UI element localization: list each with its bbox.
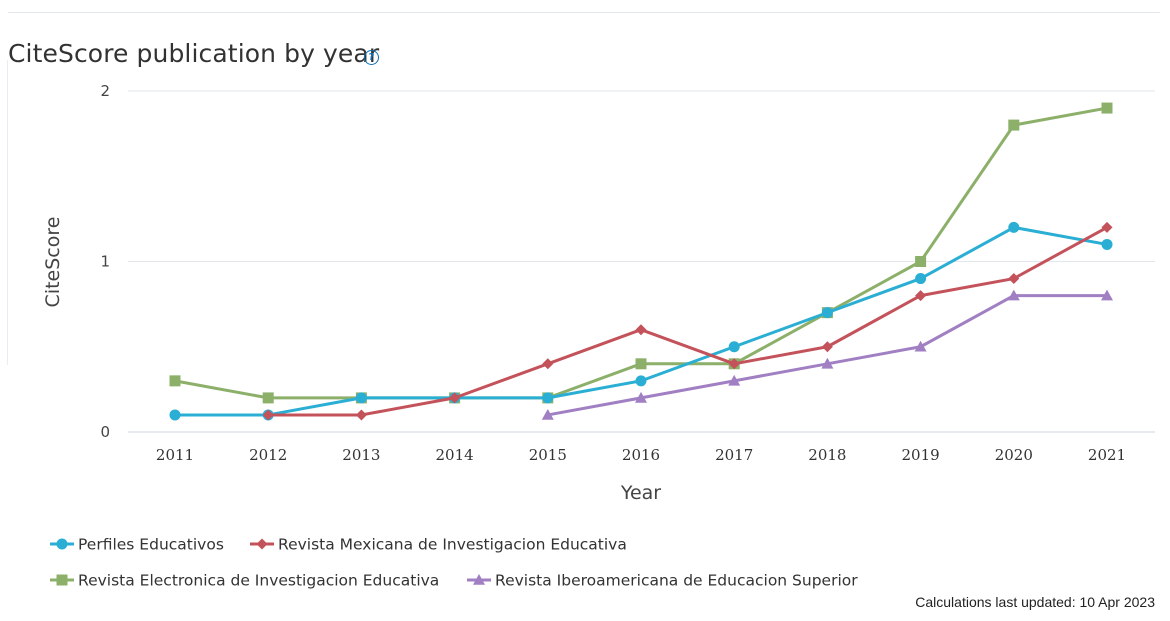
data-point[interactable] [915,256,927,267]
x-tick-label: 2016 [622,446,660,464]
data-point[interactable] [1101,221,1113,233]
x-tick-label: 2019 [902,446,940,464]
y-tick-label: 0 [100,423,110,441]
data-point[interactable] [262,409,274,421]
data-point[interactable] [262,392,274,404]
legend-marker[interactable] [256,538,268,550]
data-point[interactable] [1101,102,1113,114]
x-tick-label: 2013 [342,446,380,464]
legend-marker[interactable] [56,538,68,550]
x-tick-label: 2021 [1088,446,1126,464]
left-divider [7,60,8,365]
data-point[interactable] [728,374,741,386]
last-updated-note: Calculations last updated: 10 Apr 2023 [915,594,1155,610]
legend-item[interactable]: Revista Iberoamericana de Educacion Supe… [467,572,858,590]
top-divider [8,12,1160,13]
data-point[interactable] [821,341,833,353]
legend-item[interactable]: Revista Mexicana de Investigacion Educat… [250,536,627,554]
data-point[interactable] [635,391,647,403]
legend-label: Revista Electronica de Investigacion Edu… [78,572,439,590]
page-title: CiteScore publication by year [8,39,380,68]
legend-marker[interactable] [473,574,485,585]
data-point[interactable] [1101,238,1113,250]
series-2 [169,102,1113,404]
x-tick-label: 2020 [995,446,1033,464]
data-point[interactable] [635,324,647,336]
data-point[interactable] [1007,289,1020,301]
legend-item[interactable]: Revista Electronica de Investigacion Edu… [50,572,439,590]
series-3 [541,289,1113,420]
x-tick-label: 2012 [249,446,287,464]
series-0 [169,221,1113,421]
data-point[interactable] [355,409,367,421]
data-point[interactable] [821,307,833,319]
data-point[interactable] [169,375,181,387]
data-point[interactable] [449,392,461,404]
y-tick-label: 2 [100,82,110,100]
x-axis-title: Year [620,482,661,504]
x-axis-ticks: 2011 2012 2013 2014 2015 2016 2017 2018 2019 2020… [156,446,1126,464]
legend-label: Perfiles Educativos [78,536,224,554]
x-tick-label: 2014 [436,446,474,464]
question-circle-icon[interactable]: ? [364,50,379,65]
data-point[interactable] [542,358,554,370]
data-point[interactable] [728,341,740,353]
y-axis-ticks: 0 1 2 [100,82,110,441]
x-tick-label: 2017 [715,446,753,464]
y-tick-label: 1 [100,253,110,271]
data-point[interactable] [1008,119,1020,131]
y-axis-title: CiteScore [42,217,64,308]
legend: Perfiles Educativos Revista Mexicana de I… [50,536,858,590]
data-point[interactable] [355,392,367,404]
legend-marker[interactable] [56,574,68,586]
data-point[interactable] [821,357,834,369]
legend-label: Revista Iberoamericana de Educacion Supe… [495,572,858,590]
data-point[interactable] [914,340,927,352]
data-point[interactable] [915,273,927,285]
series-1 [262,221,1113,421]
data-point[interactable] [915,290,927,302]
series-lines [169,102,1113,421]
grid-lines [128,90,1155,433]
data-point[interactable] [1101,289,1113,301]
data-point[interactable] [1008,221,1020,233]
data-point[interactable] [169,409,181,421]
data-point[interactable] [635,375,647,387]
data-point[interactable] [635,358,647,370]
legend-label: Revista Mexicana de Investigacion Educat… [278,536,627,554]
x-tick-label: 2011 [156,446,194,464]
data-point[interactable] [541,408,554,420]
x-tick-label: 2015 [529,446,567,464]
data-point[interactable] [542,392,554,404]
data-point[interactable] [1008,273,1020,285]
legend-item[interactable]: Perfiles Educativos [50,536,224,554]
series-line [268,226,1108,417]
data-point[interactable] [728,358,740,370]
x-tick-label: 2018 [808,446,846,464]
